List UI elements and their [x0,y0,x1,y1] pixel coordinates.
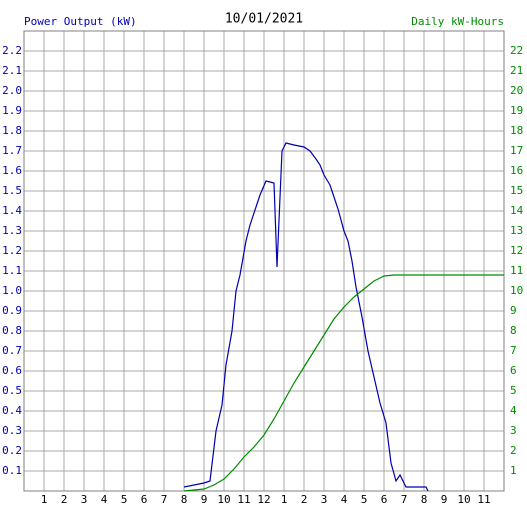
y2-tick-label: 10 [510,284,523,297]
y2-tick-label: 8 [510,324,517,337]
y-tick-label: 0.8 [2,324,22,337]
y2-axis-title: Daily kW-Hours [411,15,504,28]
y2-tick-label: 16 [510,164,523,177]
y-tick-label: 0.1 [2,464,22,477]
x-tick-label: 5 [121,493,128,506]
y2-tick-label: 7 [510,344,517,357]
y2-tick-label: 6 [510,364,517,377]
y2-tick-label: 19 [510,104,523,117]
y-axis-title: Power Output (kW) [24,15,137,28]
y2-tick-label: 20 [510,84,523,97]
y2-tick-label: 3 [510,424,517,437]
x-tick-label: 11 [237,493,250,506]
y-tick-label: 2.0 [2,84,22,97]
y2-tick-label: 9 [510,304,517,317]
y2-tick-label: 22 [510,44,523,57]
y-tick-label: 1.4 [2,204,22,217]
x-tick-label: 10 [457,493,470,506]
y-tick-label: 0.5 [2,384,22,397]
x-tick-label: 3 [81,493,88,506]
y-tick-label: 0.4 [2,404,22,417]
y2-tick-label: 15 [510,184,523,197]
x-tick-label: 11 [477,493,490,506]
x-tick-label: 7 [161,493,168,506]
y-tick-label: 0.6 [2,364,22,377]
y-tick-label: 0.2 [2,444,22,457]
x-tick-label: 2 [61,493,68,506]
y-tick-label: 0.7 [2,344,22,357]
y-tick-label: 2.1 [2,64,22,77]
y-tick-label: 1.9 [2,104,22,117]
x-tick-label: 8 [181,493,188,506]
series-line [183,274,504,492]
y2-tick-label: 17 [510,144,523,157]
x-tick-label: 9 [441,493,448,506]
y2-tick-label: 13 [510,224,523,237]
y2-tick-label: 4 [510,404,517,417]
y2-tick-label: 21 [510,64,523,77]
y2-tick-label: 18 [510,124,523,137]
chart-title: 10/01/2021 [225,12,303,27]
y-tick-label: 0.3 [2,424,22,437]
series-line [183,142,429,492]
x-tick-label: 3 [321,493,328,506]
x-tick-label: 2 [301,493,308,506]
y2-tick-label: 2 [510,444,517,457]
x-tick-label: 6 [141,493,148,506]
x-tick-label: 10 [217,493,230,506]
x-tick-label: 8 [421,493,428,506]
y2-tick-label: 1 [510,464,517,477]
y2-tick-label: 11 [510,264,523,277]
x-tick-label: 7 [401,493,408,506]
y-tick-label: 2.2 [2,44,22,57]
y2-tick-label: 5 [510,384,517,397]
y-tick-label: 1.7 [2,144,22,157]
x-tick-label: 1 [281,493,288,506]
x-tick-label: 1 [41,493,48,506]
y-tick-label: 0.9 [2,304,22,317]
y2-tick-label: 14 [510,204,524,217]
y-tick-label: 1.2 [2,244,22,257]
x-tick-label: 12 [257,493,270,506]
y-tick-label: 1.6 [2,164,22,177]
x-tick-label: 4 [101,493,108,506]
x-tick-label: 5 [361,493,368,506]
y-tick-label: 1.3 [2,224,22,237]
y-tick-label: 1.1 [2,264,22,277]
x-tick-label: 9 [201,493,208,506]
y-tick-label: 1.0 [2,284,22,297]
plot-border [23,30,505,492]
x-tick-label: 6 [381,493,388,506]
y2-tick-label: 12 [510,244,523,257]
y-tick-label: 1.8 [2,124,22,137]
y-tick-label: 1.5 [2,184,22,197]
x-tick-label: 4 [341,493,348,506]
